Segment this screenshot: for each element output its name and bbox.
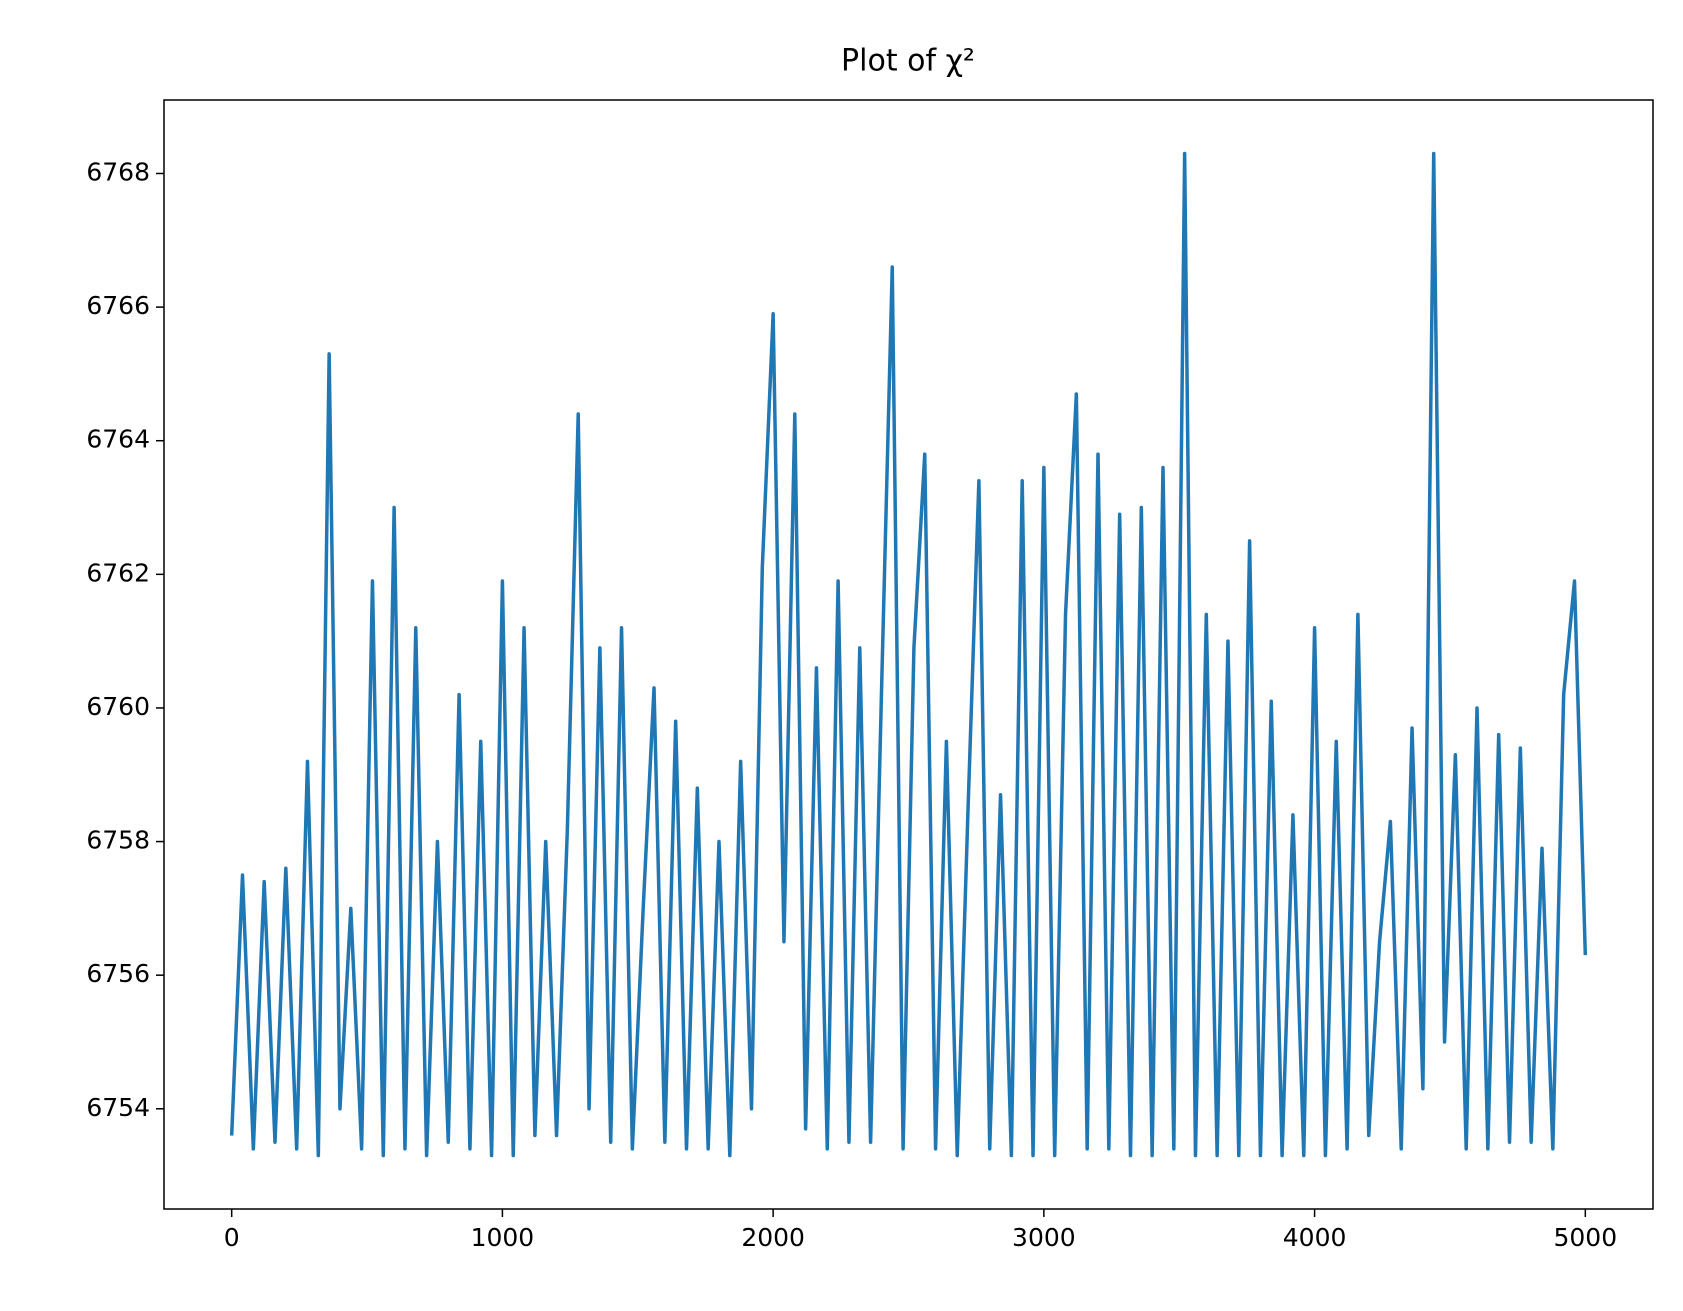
y-tick-label: 6756 xyxy=(86,959,150,988)
x-tick-label: 4000 xyxy=(1283,1223,1347,1252)
x-tick-label: 2000 xyxy=(741,1223,805,1252)
plot-frame xyxy=(163,99,1654,1210)
y-tick-label: 6760 xyxy=(86,692,150,721)
y-tick-label: 6754 xyxy=(86,1093,150,1122)
chart-title: Plot of χ² xyxy=(841,44,975,79)
x-tick-label: 5000 xyxy=(1554,1223,1618,1252)
x-tick-label: 0 xyxy=(224,1223,240,1252)
x-tick-label: 3000 xyxy=(1012,1223,1076,1252)
y-tick-label: 6766 xyxy=(86,291,150,320)
y-tick-label: 6768 xyxy=(86,157,150,186)
y-tick-label: 6762 xyxy=(86,558,150,587)
y-tick-label: 6758 xyxy=(86,826,150,855)
x-tick-label: 1000 xyxy=(471,1223,535,1252)
y-tick-label: 6764 xyxy=(86,425,150,454)
data-line xyxy=(229,151,1588,1158)
